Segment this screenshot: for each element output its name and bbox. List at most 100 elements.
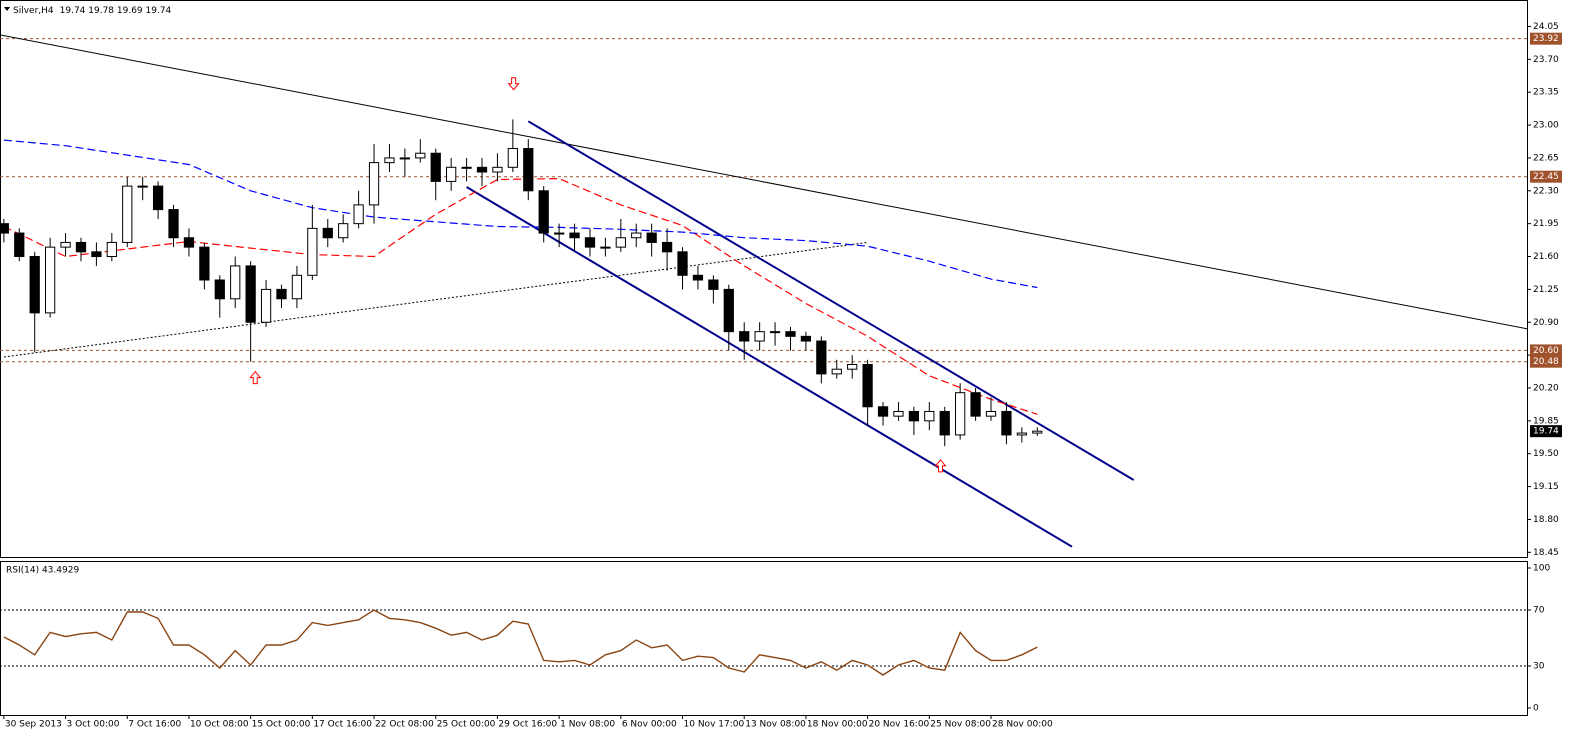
candle-body bbox=[75, 241, 87, 253]
y-tick-label: 20.90 bbox=[1533, 318, 1559, 328]
level-label: 23.92 bbox=[1533, 34, 1559, 44]
menu-triangle bbox=[4, 7, 10, 11]
candle-body bbox=[554, 232, 565, 235]
candle-body bbox=[245, 265, 256, 323]
x-tick-label: 15 Oct 00:00 bbox=[252, 720, 311, 730]
trendline bbox=[0, 34, 1528, 330]
x-tick-label: 13 Nov 08:00 bbox=[745, 720, 806, 730]
candle-body bbox=[615, 237, 626, 248]
candle-body bbox=[955, 392, 966, 436]
y-tick-label: 20.20 bbox=[1533, 383, 1559, 393]
candle-body bbox=[415, 152, 426, 159]
candle-body bbox=[183, 237, 195, 248]
candle-body bbox=[260, 288, 272, 323]
x-tick-label: 20 Nov 16:00 bbox=[869, 720, 930, 730]
level-label-bg bbox=[1530, 170, 1562, 183]
price-pane bbox=[0, 0, 1528, 558]
candle-body bbox=[600, 246, 611, 249]
fractal-arrow bbox=[507, 77, 520, 91]
x-tick-label: 3 Oct 00:00 bbox=[67, 720, 120, 730]
candle-body bbox=[1016, 432, 1027, 436]
candle-body bbox=[29, 256, 40, 314]
candle-body bbox=[14, 232, 25, 258]
candle-body bbox=[985, 410, 997, 417]
candle-body bbox=[646, 232, 657, 243]
y-tick-label: 18.45 bbox=[1533, 548, 1559, 558]
candle-body bbox=[877, 406, 889, 417]
candle-body bbox=[399, 157, 411, 160]
candle-body bbox=[322, 227, 333, 239]
candle-body bbox=[60, 241, 71, 248]
y-tick-label: 18.80 bbox=[1533, 515, 1559, 525]
ohlc: 19.74 19.78 19.69 19.74 bbox=[60, 6, 172, 16]
candle-body bbox=[708, 279, 719, 290]
candle-body bbox=[739, 331, 750, 342]
x-tick-label: 7 Oct 16:00 bbox=[128, 720, 181, 730]
level-label-bg bbox=[1530, 355, 1562, 368]
trendline bbox=[466, 186, 1073, 548]
level-label: 20.60 bbox=[1533, 346, 1559, 356]
y-tick-label: 21.60 bbox=[1533, 252, 1559, 262]
y-tick-label: 19.15 bbox=[1533, 482, 1559, 492]
y-tick-label: 22.65 bbox=[1533, 153, 1559, 163]
y-tick-label: 23.70 bbox=[1533, 55, 1559, 65]
level-label: 20.48 bbox=[1533, 357, 1559, 367]
candle-body bbox=[831, 368, 842, 375]
candle-body bbox=[677, 251, 688, 276]
candle-body bbox=[168, 209, 179, 239]
candle-body bbox=[1032, 430, 1043, 434]
candle-body bbox=[492, 166, 503, 173]
y-tick-label: 24.05 bbox=[1533, 22, 1559, 32]
candle-body bbox=[661, 241, 673, 253]
candle-body bbox=[754, 331, 765, 342]
y-tick-label: 23.00 bbox=[1533, 121, 1559, 131]
y-tick-label: 19.50 bbox=[1533, 449, 1559, 459]
candle-body bbox=[214, 279, 225, 300]
candle-body bbox=[631, 232, 642, 239]
candle-body bbox=[584, 237, 596, 248]
candle-body bbox=[723, 288, 734, 333]
y-tick-label: 70 bbox=[1533, 606, 1545, 616]
candle-body bbox=[91, 251, 102, 258]
moving-average bbox=[3, 139, 1038, 289]
header: Silver,H4 19.74 19.78 19.69 19.74 bbox=[13, 6, 172, 16]
x-tick-label: 25 Oct 00:00 bbox=[437, 720, 496, 730]
x-tick-label: 30 Sep 2013 bbox=[5, 720, 62, 730]
candle-body bbox=[338, 223, 349, 239]
last-price-label: 19.74 bbox=[1533, 427, 1559, 437]
x-tick-label: 1 Nov 08:00 bbox=[560, 720, 615, 730]
x-tick-label: 6 Nov 00:00 bbox=[622, 720, 677, 730]
candle-body bbox=[785, 331, 796, 337]
candle-body bbox=[152, 185, 164, 211]
candle-body bbox=[893, 410, 904, 417]
candle-body bbox=[199, 246, 210, 281]
candle-body bbox=[862, 364, 873, 408]
candle-body bbox=[106, 241, 117, 258]
fractal-arrow bbox=[249, 370, 262, 385]
candle-body bbox=[924, 410, 935, 422]
candle-body bbox=[276, 288, 287, 300]
candle-body bbox=[461, 166, 472, 169]
symbol: Silver,H4 bbox=[13, 6, 54, 16]
candle-body bbox=[569, 232, 580, 239]
x-tick-label: 17 Oct 16:00 bbox=[313, 720, 372, 730]
rsi-line bbox=[3, 609, 1038, 676]
x-tick-label: 10 Nov 17:00 bbox=[684, 720, 745, 730]
y-tick-label: 100 bbox=[1533, 564, 1550, 574]
candle-body bbox=[939, 410, 950, 436]
candle-body bbox=[816, 340, 827, 375]
x-tick-label: 22 Oct 08:00 bbox=[375, 720, 434, 730]
y-tick-label: 21.95 bbox=[1533, 219, 1559, 229]
candle-body bbox=[692, 274, 704, 281]
candle-body bbox=[538, 190, 549, 234]
candle-body bbox=[970, 392, 981, 417]
y-tick-label: 22.30 bbox=[1533, 186, 1559, 196]
y-tick-label: 21.25 bbox=[1533, 285, 1559, 295]
candle-body bbox=[291, 274, 303, 300]
candle-body bbox=[307, 227, 318, 276]
y-tick-label: 19.85 bbox=[1533, 416, 1559, 426]
candle-body bbox=[800, 335, 812, 342]
